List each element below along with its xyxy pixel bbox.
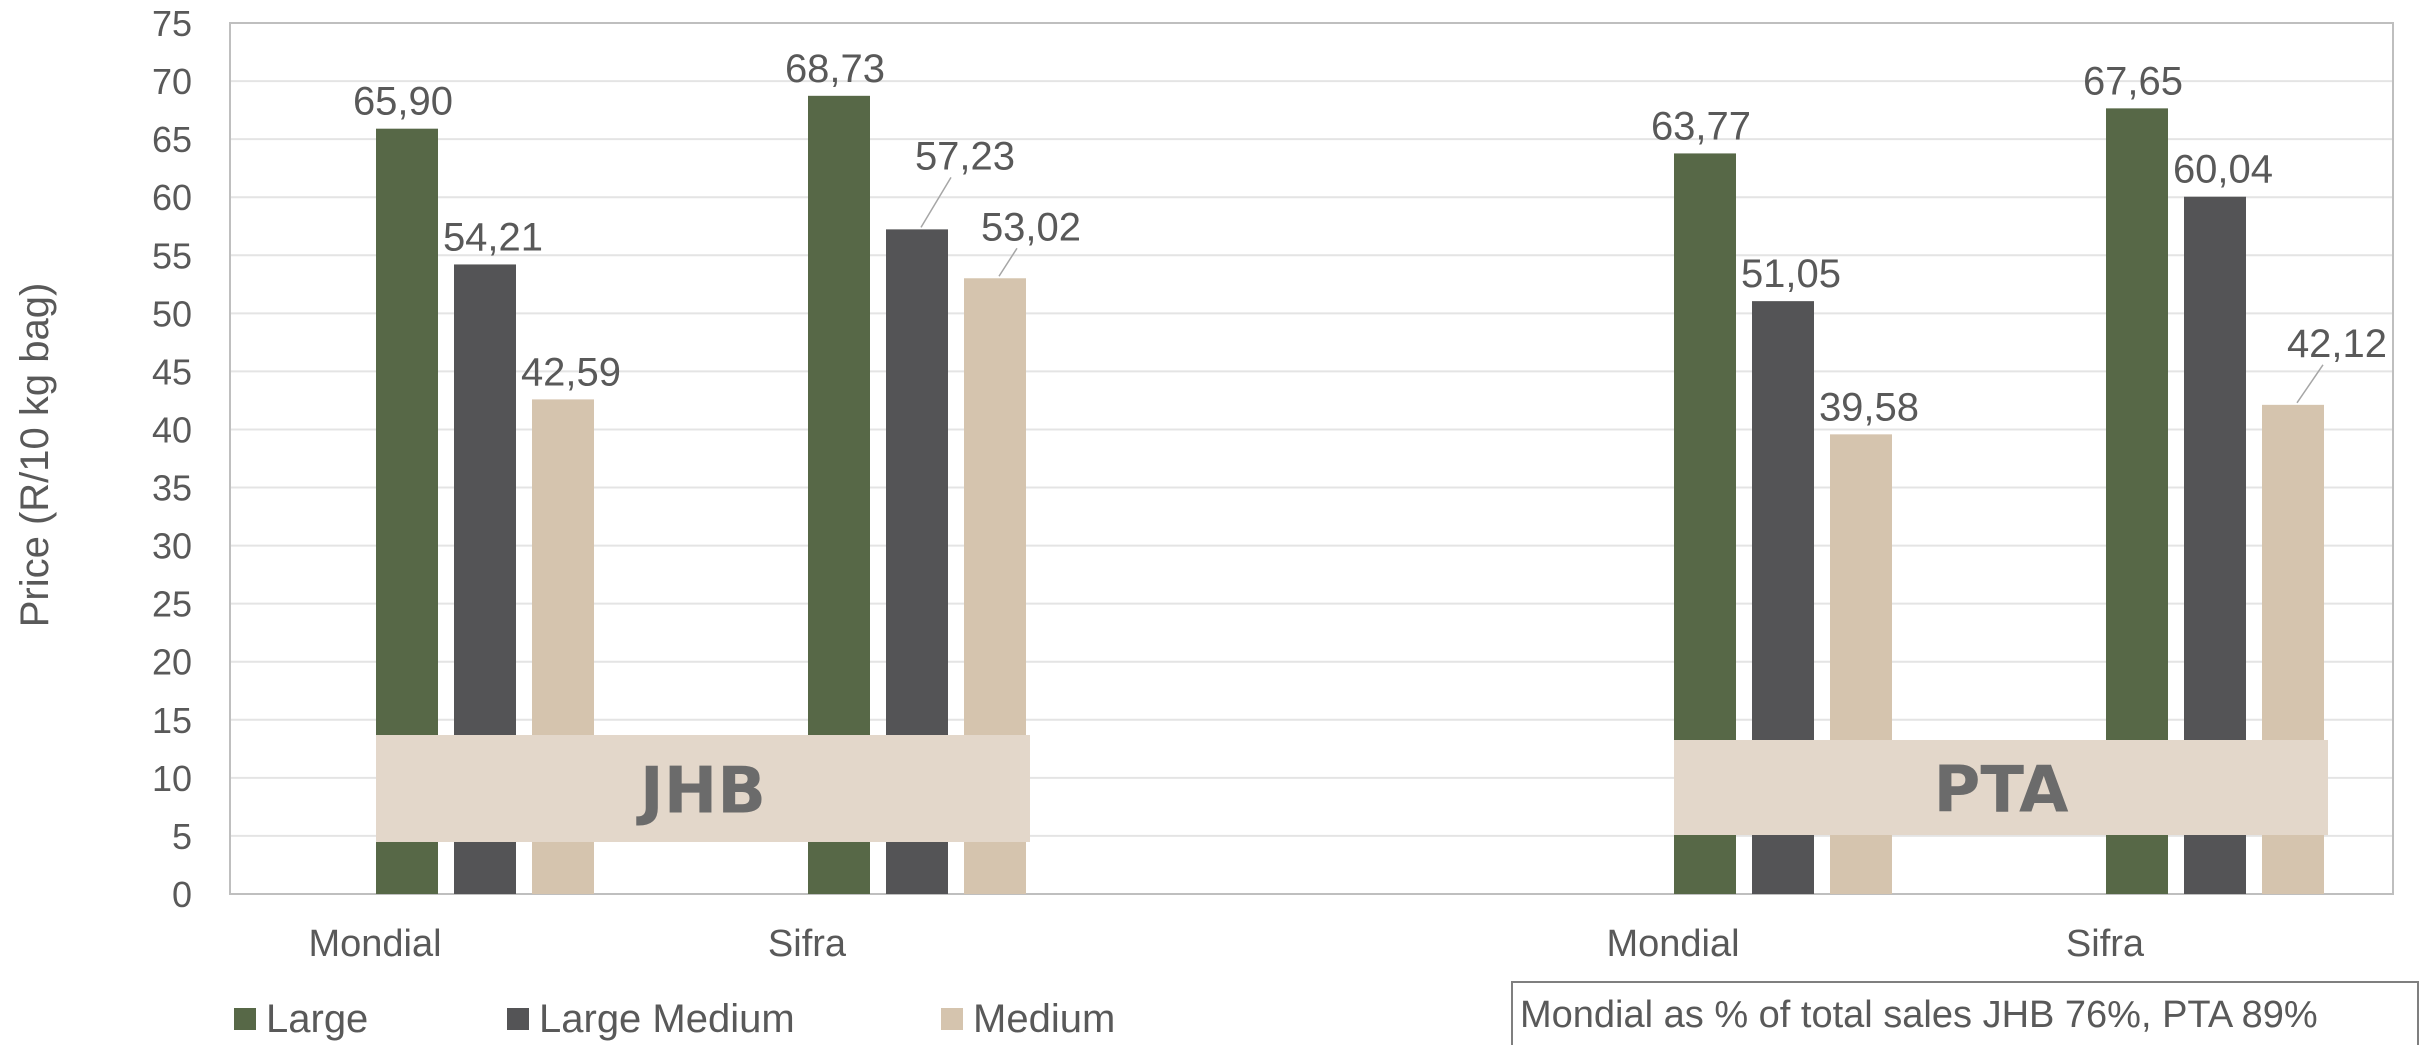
data-labels: 65,90 68,73 63,77 67,65 54,21 57,23 51,05 60,04… bbox=[353, 47, 2387, 430]
category-label: Sifra bbox=[2066, 923, 2145, 965]
legend-label: Medium bbox=[973, 997, 1115, 1041]
bars bbox=[376, 95, 2324, 895]
group-labels: JHB PTA bbox=[376, 735, 2328, 842]
y-tick-label: 40 bbox=[152, 409, 192, 450]
y-tick-label: 50 bbox=[152, 293, 192, 334]
category-label: Sifra bbox=[768, 923, 847, 965]
y-tick-label: 70 bbox=[152, 61, 192, 102]
leader-line bbox=[998, 247, 1018, 277]
data-label: 39,58 bbox=[1819, 385, 1919, 429]
data-label: 54,21 bbox=[443, 215, 543, 259]
y-axis-label: Price (R/10 kg bag) bbox=[13, 283, 57, 628]
y-tick-label: 60 bbox=[152, 177, 192, 218]
data-label: 42,59 bbox=[521, 350, 621, 394]
category-labels: Mondial Sifra Mondial Sifra bbox=[308, 923, 2144, 965]
y-tick-label: 55 bbox=[152, 235, 192, 276]
data-label: 67,65 bbox=[2083, 59, 2183, 103]
legend-label: Large bbox=[266, 997, 368, 1041]
category-label: Mondial bbox=[308, 923, 441, 965]
plot-area bbox=[229, 22, 2394, 895]
y-tick-label: 20 bbox=[152, 642, 192, 683]
leader-line bbox=[920, 176, 952, 228]
y-axis-ticks: 0 5 10 15 20 25 30 35 40 45 50 55 60 65 70 75 bbox=[152, 3, 192, 915]
category-label: Mondial bbox=[1606, 923, 1739, 965]
y-tick-label: 5 bbox=[172, 816, 192, 857]
data-label: 51,05 bbox=[1741, 252, 1841, 296]
legend-swatch bbox=[941, 1008, 963, 1030]
legend-label: Large Medium bbox=[539, 997, 795, 1041]
group-label: PTA bbox=[1933, 754, 2069, 828]
y-tick-label: 65 bbox=[152, 119, 192, 160]
y-tick-label: 0 bbox=[172, 874, 192, 915]
y-tick-label: 45 bbox=[152, 351, 192, 392]
y-tick-label: 30 bbox=[152, 526, 192, 567]
note-text: Mondial as % of total sales JHB 76%, PTA… bbox=[1520, 994, 2318, 1036]
group-band bbox=[376, 735, 1030, 842]
data-label: 42,12 bbox=[2287, 322, 2387, 366]
y-tick-label: 75 bbox=[152, 3, 192, 44]
leader-lines bbox=[920, 176, 2324, 404]
note-box: Mondial as % of total sales JHB 76%, PTA… bbox=[1511, 981, 2419, 1045]
data-label: 63,77 bbox=[1651, 104, 1751, 148]
data-label: 68,73 bbox=[785, 47, 885, 91]
legend-swatch bbox=[507, 1008, 529, 1030]
data-label: 57,23 bbox=[915, 134, 1015, 178]
data-label: 53,02 bbox=[981, 205, 1081, 249]
y-tick-label: 15 bbox=[152, 700, 192, 741]
leader-line bbox=[2296, 364, 2324, 404]
y-tick-label: 25 bbox=[152, 584, 192, 625]
data-label: 60,04 bbox=[2173, 148, 2273, 192]
y-tick-label: 35 bbox=[152, 468, 192, 509]
group-label: JHB bbox=[636, 755, 766, 829]
legend: Large Large Medium Medium bbox=[234, 997, 1115, 1041]
y-tick-label: 10 bbox=[152, 758, 192, 799]
group-band bbox=[1674, 740, 2328, 835]
legend-swatch bbox=[234, 1008, 256, 1030]
data-label: 65,90 bbox=[353, 80, 453, 124]
